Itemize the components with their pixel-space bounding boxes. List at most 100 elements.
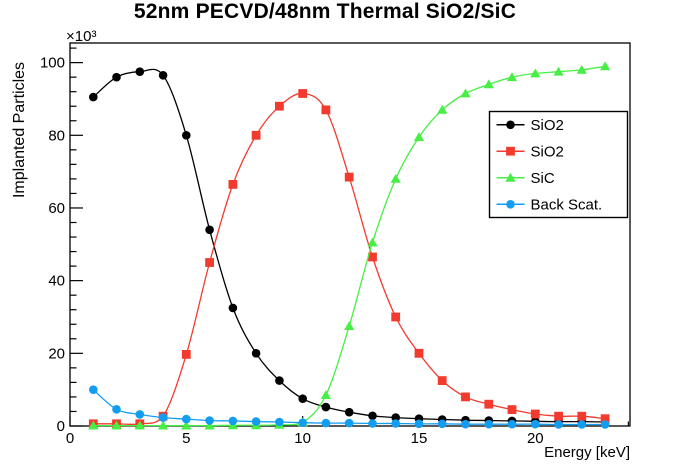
series-3-back-scat-marker: [391, 419, 401, 428]
series-3-back-scat-marker: [531, 419, 540, 429]
series-1-sio2-marker: [228, 180, 238, 189]
x-axis-title: Energy [keV]: [544, 444, 630, 461]
series-1-sio2-marker: [461, 392, 470, 402]
y-tick-label: 0: [57, 418, 65, 435]
x-tick-label: 5: [182, 430, 190, 447]
series-3-back-scat-marker: [112, 405, 121, 414]
series-2-sic-marker: [344, 321, 355, 330]
y-tick-label: 100: [40, 55, 65, 72]
series-0-sio2-marker: [112, 72, 121, 82]
x-tick-label: 20: [527, 430, 544, 447]
x-tick-label: 10: [294, 430, 311, 447]
chart-title: 52nm PECVD/48nm Thermal SiO2/SiC: [133, 0, 517, 23]
series-0-sio2-marker: [182, 131, 191, 140]
series-2-sic-marker: [576, 64, 587, 74]
series-1-sio2-marker: [344, 172, 354, 182]
series-2-sic-marker: [600, 61, 611, 71]
series-0-sio2-marker: [205, 225, 214, 235]
series-0-sio2-marker: [298, 394, 308, 404]
series-1-sio2-marker: [484, 399, 494, 409]
series-0-sio2-marker: [391, 413, 401, 422]
series-2-sic-marker: [320, 390, 331, 399]
series-3-back-scat-marker: [368, 419, 377, 428]
y-tick-label: 80: [48, 127, 65, 144]
series-0-sio2-marker: [368, 411, 377, 421]
series-0-sio2-marker: [135, 67, 145, 76]
series-3-back-scat-marker: [600, 420, 610, 429]
series-0-sio2-marker: [228, 303, 238, 313]
series-3-back-scat-marker: [577, 420, 587, 429]
series-2-sic-marker: [413, 132, 425, 141]
legend-box: [488, 110, 629, 219]
series-2-sic-marker: [530, 68, 541, 78]
y-axis-multiplier: ×10³: [66, 28, 97, 45]
series-0-sio2-marker: [344, 407, 354, 417]
series-3-back-scat-marker: [321, 418, 331, 428]
series-2-sic-marker: [553, 66, 564, 76]
series-3-back-scat-marker: [158, 413, 168, 422]
series-1-sio2-marker: [554, 411, 563, 421]
series-1-sio2-marker: [437, 376, 447, 385]
series-2-sic-marker: [367, 237, 378, 247]
series-1-sio2-marker: [251, 130, 261, 140]
series-2-sic-marker: [158, 420, 169, 430]
series-0-sio2-marker: [275, 376, 284, 385]
x-tick-label: 15: [411, 430, 428, 447]
legend-entry-1-marker: [506, 146, 515, 156]
plot-frame: [69, 42, 631, 427]
series-1-sio2-marker: [368, 252, 377, 262]
series-1-sio2-marker: [530, 409, 540, 419]
series-1-sio2-marker: [414, 348, 424, 358]
series-0-sio2-marker: [321, 402, 331, 412]
legend-entry-2-marker: [505, 172, 516, 182]
series-1-sio2-marker: [600, 414, 610, 424]
series-2-sic-marker: [437, 104, 448, 114]
series-3-back-scat-marker: [205, 416, 214, 425]
legend-entry-2-label: SiC: [531, 170, 555, 187]
series-2-sic-marker: [88, 420, 99, 430]
x-tick-label: 0: [66, 430, 74, 447]
series-1-sio2-marker: [205, 258, 214, 267]
series-3-back-scat-marker: [554, 420, 563, 429]
series-2-sic-marker: [134, 420, 145, 430]
legend-entry-3-label: Back Scat.: [531, 196, 603, 213]
series-2-sic-marker: [111, 420, 122, 430]
legend-entry-1-label: SiO2: [531, 143, 564, 160]
series-1-sio2-marker: [577, 411, 587, 421]
series-3-back-scat-marker: [507, 419, 517, 429]
series-1-sio2-marker: [321, 105, 331, 115]
series-3-back-scat-marker: [414, 419, 424, 429]
series-0-sio2-marker: [251, 349, 261, 358]
series-3-back-scat-marker: [437, 419, 447, 429]
series-3-back-scat-marker: [275, 417, 284, 427]
series-2-sic-marker: [390, 173, 401, 183]
series-3-back-scat-marker: [182, 414, 191, 424]
series-0-sio2-marker: [89, 92, 98, 102]
y-tick-label: 60: [48, 200, 65, 217]
series-1-sio2-marker: [275, 101, 284, 111]
series-1-sio2-marker: [181, 350, 191, 359]
series-0-sio2-line: [92, 68, 606, 423]
series-3-back-scat-marker: [298, 418, 308, 428]
series-1-sio2-marker: [507, 405, 517, 414]
y-tick-label: 20: [48, 345, 65, 362]
series-3-back-scat-marker: [484, 419, 494, 429]
series-3-back-scat-marker: [89, 385, 98, 395]
legend-entry-0-label: SiO2: [531, 117, 564, 134]
series-3-back-scat-marker: [461, 419, 470, 429]
series-3-back-scat-marker: [135, 410, 145, 419]
series-2-sic-marker: [460, 88, 471, 98]
series-1-sio2-marker: [298, 89, 308, 98]
series-2-sic-marker: [506, 72, 518, 82]
series-2-sic-marker: [483, 79, 494, 89]
y-tick-label: 40: [48, 273, 65, 290]
legend-entry-0-marker: [506, 120, 515, 130]
series-2-sic-marker: [181, 420, 192, 430]
series-3-back-scat-marker: [344, 418, 354, 428]
series-2-sic-marker: [204, 420, 215, 430]
series-0-sio2-marker: [158, 71, 168, 80]
series-3-back-scat-marker: [251, 417, 261, 426]
series-3-back-scat-marker: [228, 416, 238, 426]
